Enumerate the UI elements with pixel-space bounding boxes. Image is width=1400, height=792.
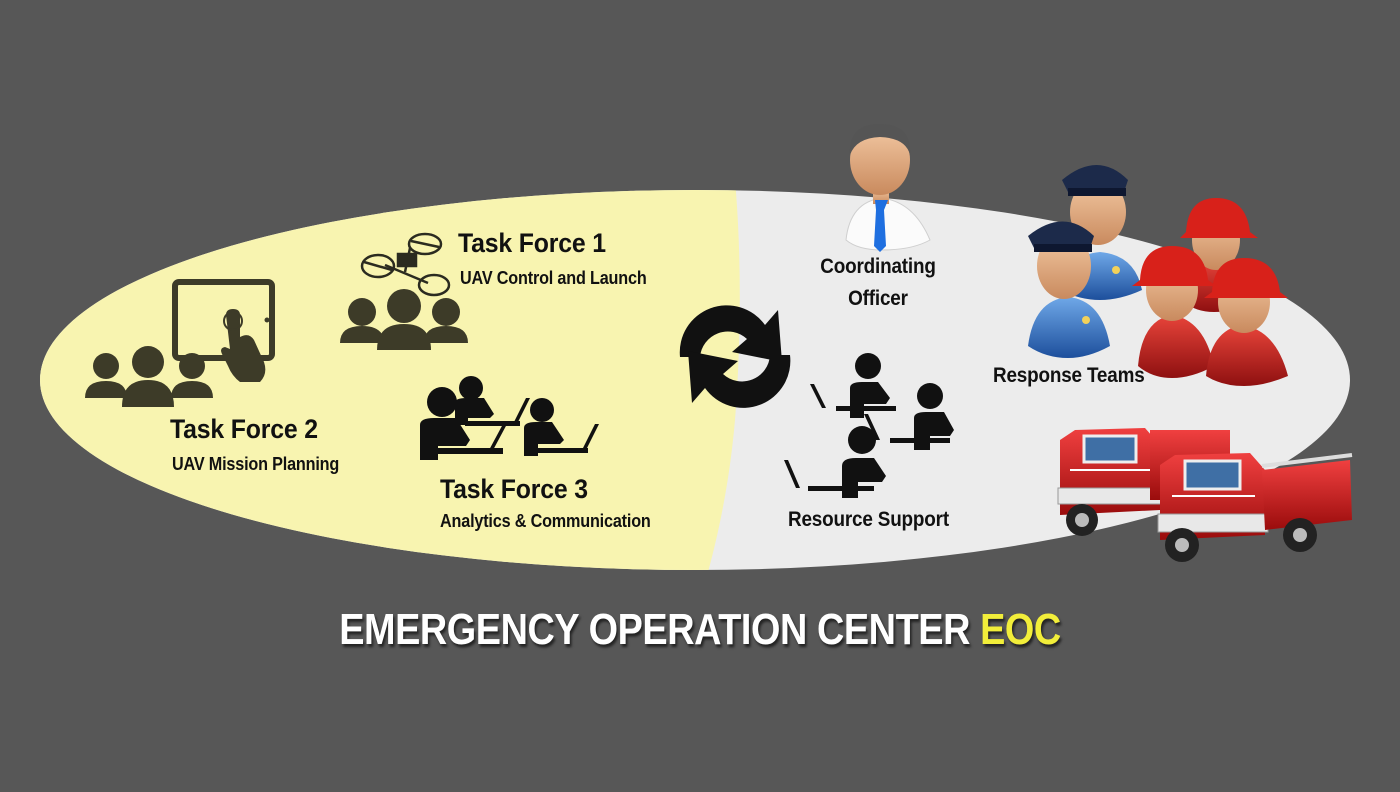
page-title-main: EMERGENCY OPERATION CENTER <box>339 605 970 654</box>
task-force-1-subtitle: UAV Control and Launch <box>460 268 647 288</box>
people-at-laptops-icon <box>420 376 599 460</box>
task-force-1-title: Task Force 1 <box>458 228 606 258</box>
coordinating-officer-label-line2: Officer <box>848 287 908 310</box>
fire-truck-icon <box>1057 428 1353 562</box>
task-force-3-subtitle: Analytics & Communication <box>440 511 651 531</box>
drone-icon <box>360 232 451 297</box>
group-icon <box>340 289 468 350</box>
firefighter-icon <box>1204 258 1288 386</box>
task-force-2-subtitle: UAV Mission Planning <box>172 454 340 474</box>
group-icon <box>85 346 213 407</box>
coordinating-officer-label-line1: Coordinating <box>820 255 936 278</box>
officer-icon <box>845 124 931 252</box>
page-title: EMERGENCY OPERATION CENTER EOC <box>98 605 1302 655</box>
page-title-accent: EOC <box>980 605 1061 654</box>
task-force-3-title: Task Force 3 <box>440 474 588 504</box>
police-officer-icon <box>1028 221 1110 358</box>
people-at-laptops-icon <box>784 353 954 498</box>
circular-arrows-icon <box>679 305 791 408</box>
response-teams-label: Response Teams <box>993 364 1145 387</box>
resource-support-label: Resource Support <box>788 508 949 531</box>
tablet-touch-icon <box>172 279 275 382</box>
task-force-2-title: Task Force 2 <box>170 414 318 444</box>
firefighter-icon <box>1132 246 1216 378</box>
